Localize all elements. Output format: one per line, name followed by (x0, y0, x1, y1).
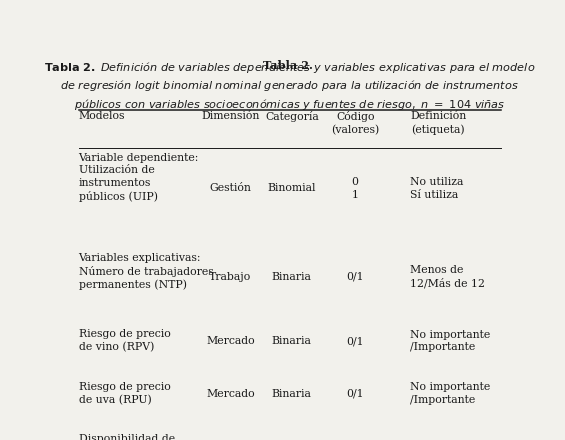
Text: Binaria: Binaria (272, 271, 312, 282)
Text: Mercado: Mercado (206, 389, 255, 399)
Text: Gestión: Gestión (210, 183, 251, 193)
Text: 0
1: 0 1 (352, 177, 359, 200)
Text: Tabla 2.: Tabla 2. (263, 59, 316, 70)
Text: No importante
/Importante: No importante /Importante (410, 330, 490, 352)
Text: Binomial: Binomial (267, 183, 316, 193)
Text: Binaria: Binaria (272, 336, 312, 346)
Text: Trabajo: Trabajo (209, 271, 251, 282)
Text: Modelos: Modelos (79, 111, 125, 121)
Text: $\it{públicos\ con\ variables\ socioeconómicas\ y\ fuentes\ de\ riesgo,\ n\ =\ 1: $\it{públicos\ con\ variables\ socioecon… (74, 96, 505, 112)
Text: Variable dependiente:
Utilización de
instrumentos
públicos (UIP): Variable dependiente: Utilización de ins… (79, 153, 199, 202)
Text: Mercado: Mercado (206, 336, 255, 346)
Text: Variables explicativas:
Número de trabajadores
permanentes (NTP): Variables explicativas: Número de trabaj… (79, 253, 213, 290)
Text: 0/1: 0/1 (346, 389, 364, 399)
Text: Menos de
12/Más de 12: Menos de 12/Más de 12 (410, 265, 485, 288)
Text: Código
(valores): Código (valores) (331, 111, 379, 135)
Text: Categoría: Categoría (265, 111, 319, 122)
Text: Dimensión: Dimensión (201, 111, 260, 121)
Text: Definición
(etiqueta): Definición (etiqueta) (410, 111, 466, 135)
Text: Disponibilidad de
asesoría externa
(DAE): Disponibilidad de asesoría externa (DAE) (79, 434, 175, 440)
Text: Riesgo de precio
de vino (RPV): Riesgo de precio de vino (RPV) (79, 329, 170, 352)
Text: $\mathbf{Tabla\ 2.}$ $\it{Definición\ de\ variables\ dependientes\ y\ variables\: $\mathbf{Tabla\ 2.}$ $\it{Definición\ de… (44, 59, 535, 74)
Text: No importante
/Importante: No importante /Importante (410, 382, 490, 405)
Text: 0/1: 0/1 (346, 336, 364, 346)
Text: No utiliza
Sí utiliza: No utiliza Sí utiliza (410, 177, 463, 200)
Text: Binaria: Binaria (272, 389, 312, 399)
Text: 0/1: 0/1 (346, 271, 364, 282)
Text: $\it{de\ regresión\ logit\ binomial\ nominal\ generado\ para\ la\ utilización\ d: $\it{de\ regresión\ logit\ binomial\ nom… (60, 78, 519, 93)
Text: Riesgo de precio
de uva (RPU): Riesgo de precio de uva (RPU) (79, 382, 170, 405)
